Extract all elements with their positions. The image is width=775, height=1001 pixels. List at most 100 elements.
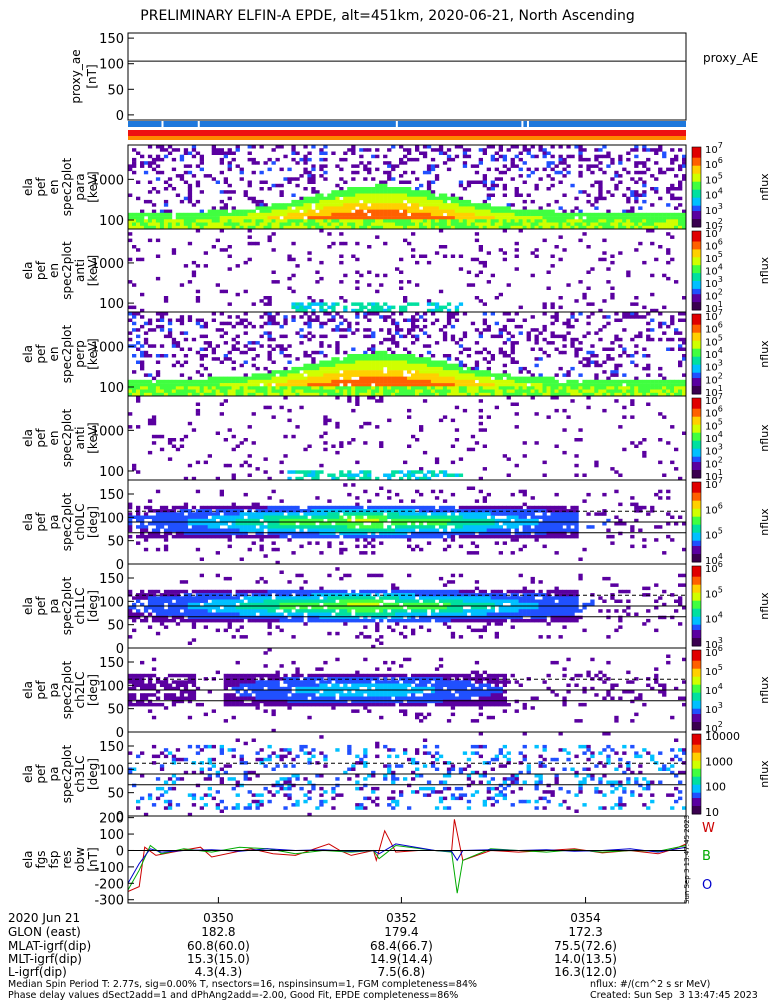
en_anti2-cell [168, 438, 172, 442]
en_anti-cell [582, 232, 586, 236]
en_perp-cell [515, 390, 519, 394]
en_perp-cell [204, 348, 208, 352]
en_para-cell [339, 216, 343, 220]
en_para-cell [535, 210, 539, 214]
en_para-cell [463, 164, 467, 168]
en_para-cell [555, 213, 559, 217]
en_para-cell [391, 145, 395, 149]
en_para-cell [479, 210, 483, 214]
en_perp-cell [200, 319, 204, 323]
en_para-cell [407, 197, 411, 201]
en_para-cell [224, 155, 228, 159]
en_para-cell [172, 158, 176, 162]
en_anti-cell [351, 302, 355, 306]
en_perp-cell [180, 390, 184, 394]
pa_ch0-cell [427, 529, 431, 533]
en_perp-cell [347, 367, 351, 371]
en_anti-cell [602, 239, 606, 243]
en_anti-cell [367, 302, 371, 306]
en_para-cell [335, 213, 339, 217]
en_perp-cell [168, 380, 172, 384]
en_anti2-cell [335, 396, 339, 400]
en_para-cell [164, 203, 168, 207]
en_perp-cell [555, 386, 559, 390]
pa_ch0-cell [371, 516, 375, 520]
en_perp-cell [264, 377, 268, 381]
pa_ch0-cell [375, 535, 379, 539]
en_perp-cell [204, 322, 208, 326]
en_perp-cell [431, 312, 435, 316]
en_perp-cell [295, 357, 299, 361]
en_perp-cell [443, 325, 447, 329]
en_perp-cell [208, 377, 212, 381]
en_para-cell [188, 187, 192, 191]
en_para-cell [415, 206, 419, 210]
pa_ch0-cell [311, 522, 315, 526]
en_para-cell [367, 171, 371, 175]
en_anti2-cell [634, 445, 638, 449]
en_anti-cell [343, 242, 347, 246]
pa_ch0-cell [200, 506, 204, 510]
en_anti2-cell [311, 470, 315, 474]
pa_ch0-cell [395, 532, 399, 536]
en_perp-cell [566, 370, 570, 374]
en_para-cell [287, 168, 291, 172]
en_anti2-cell [347, 470, 351, 474]
en_para-cell [323, 145, 327, 149]
en_perp-cell [610, 390, 614, 394]
en_para-cell [128, 168, 132, 172]
en_anti-cell [610, 296, 614, 300]
en_perp-cell [443, 390, 447, 394]
en_para-cell [451, 223, 455, 227]
en_para-cell [399, 223, 403, 227]
pa_ch0-cell [383, 529, 387, 533]
en_perp-cell [455, 380, 459, 384]
en_para-cell [559, 181, 563, 185]
en_perp-cell [268, 338, 272, 342]
pa_ch0-cell [144, 516, 148, 520]
en_perp-cell [411, 364, 415, 368]
en_perp-cell [280, 386, 284, 390]
en_perp-cell [654, 390, 658, 394]
en_para-cell [479, 181, 483, 185]
en_anti2-cell [574, 454, 578, 458]
en_perp-cell [395, 341, 399, 345]
en_perp-cell [204, 341, 208, 345]
en_para-cell [375, 168, 379, 172]
en_perp-cell [272, 322, 276, 326]
en_perp-cell [140, 354, 144, 358]
en_perp-cell [224, 341, 228, 345]
en_perp-cell [578, 373, 582, 377]
pa_ch0-cell [343, 548, 347, 552]
pa_ch0-cell [252, 525, 256, 529]
en_perp-cell [335, 325, 339, 329]
en_para-cell [168, 219, 172, 223]
en_para-cell [319, 213, 323, 217]
pa_ch0-cell [216, 551, 220, 555]
en_para-cell [391, 216, 395, 220]
en_anti-cell [331, 242, 335, 246]
en_perp-cell [411, 390, 415, 394]
en_perp-cell [260, 315, 264, 319]
en_para-cell [351, 148, 355, 152]
en_para-cell [531, 223, 535, 227]
pa_ch0-cell [232, 506, 236, 510]
en_perp-cell [244, 383, 248, 387]
en_anti-cell [367, 283, 371, 287]
en_para-cell [674, 174, 678, 178]
en_anti2-cell [403, 461, 407, 465]
en_para-cell [176, 174, 180, 178]
en_para-cell [343, 194, 347, 198]
en_perp-cell [323, 370, 327, 374]
en_perp-cell [531, 383, 535, 387]
pa_ch0-cell [463, 532, 467, 536]
en_perp-cell [586, 386, 590, 390]
en_para-cell [439, 210, 443, 214]
en_perp-cell [459, 377, 463, 381]
en_perp-cell [148, 383, 152, 387]
en_para-cell [276, 203, 280, 207]
en_perp-cell [479, 377, 483, 381]
pa_ch0-cell [471, 512, 475, 516]
en_perp-cell [248, 377, 252, 381]
en_perp-cell [140, 380, 144, 384]
